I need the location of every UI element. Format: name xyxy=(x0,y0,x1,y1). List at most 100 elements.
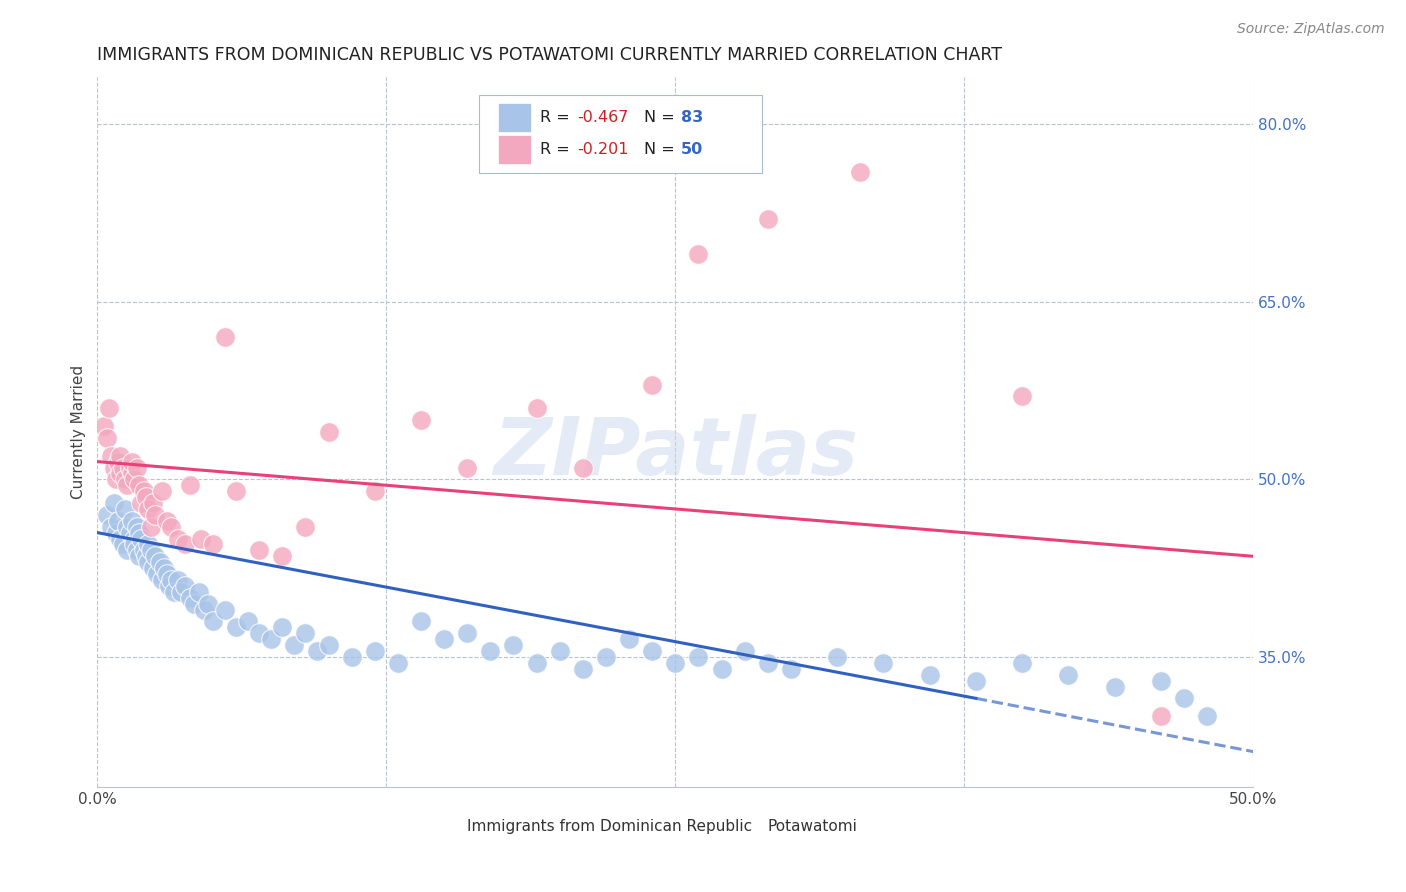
Point xyxy=(135,549,157,564)
Bar xyxy=(740,815,762,837)
Point xyxy=(104,525,127,540)
Point xyxy=(387,656,409,670)
Point xyxy=(104,472,127,486)
Point xyxy=(318,638,340,652)
Point xyxy=(1150,709,1173,723)
Bar xyxy=(439,815,461,837)
Point xyxy=(124,537,146,551)
Point xyxy=(96,508,118,522)
Point xyxy=(136,502,159,516)
Point xyxy=(225,484,247,499)
Point xyxy=(688,649,710,664)
Point xyxy=(456,460,478,475)
Point xyxy=(456,626,478,640)
Point xyxy=(872,656,894,670)
Point xyxy=(1011,389,1033,403)
Point xyxy=(247,626,270,640)
Text: Source: ZipAtlas.com: Source: ZipAtlas.com xyxy=(1237,22,1385,37)
Point xyxy=(110,467,132,481)
Point xyxy=(756,656,779,670)
Point xyxy=(214,602,236,616)
Text: R =: R = xyxy=(540,142,575,157)
Point xyxy=(117,543,139,558)
Point xyxy=(160,573,183,587)
Point xyxy=(129,532,152,546)
Point xyxy=(125,460,148,475)
Point xyxy=(1195,709,1218,723)
Point xyxy=(124,472,146,486)
Point xyxy=(664,656,686,670)
Point xyxy=(103,496,125,510)
Point xyxy=(617,632,640,647)
Point xyxy=(143,549,166,564)
Point xyxy=(143,508,166,522)
Point xyxy=(214,330,236,344)
Point xyxy=(1057,667,1080,681)
Point xyxy=(409,615,432,629)
Point xyxy=(139,543,162,558)
Point xyxy=(150,484,173,499)
FancyBboxPatch shape xyxy=(479,95,762,173)
Point xyxy=(502,638,524,652)
Text: N =: N = xyxy=(644,110,681,125)
Point xyxy=(641,644,664,658)
Point xyxy=(142,496,165,510)
Point xyxy=(364,644,387,658)
Text: 50: 50 xyxy=(681,142,703,157)
Point xyxy=(103,460,125,475)
Point xyxy=(201,615,224,629)
Text: Potawatomi: Potawatomi xyxy=(768,819,858,834)
Point xyxy=(128,525,150,540)
Point xyxy=(247,543,270,558)
Point xyxy=(305,644,328,658)
Point xyxy=(294,519,316,533)
Point xyxy=(756,211,779,226)
Text: IMMIGRANTS FROM DOMINICAN REPUBLIC VS POTAWATOMI CURRENTLY MARRIED CORRELATION C: IMMIGRANTS FROM DOMINICAN REPUBLIC VS PO… xyxy=(97,46,1002,64)
Point xyxy=(129,496,152,510)
Point xyxy=(121,514,143,528)
Point xyxy=(825,649,848,664)
Point xyxy=(107,454,129,468)
Point xyxy=(409,413,432,427)
Point xyxy=(283,638,305,652)
Point xyxy=(849,164,872,178)
Point xyxy=(197,597,219,611)
Point xyxy=(125,519,148,533)
Text: 83: 83 xyxy=(681,110,703,125)
Point xyxy=(117,519,139,533)
Point xyxy=(572,460,595,475)
Point xyxy=(780,662,803,676)
Point xyxy=(100,449,122,463)
Text: N =: N = xyxy=(644,142,681,157)
Point xyxy=(110,449,132,463)
Point xyxy=(128,549,150,564)
Point xyxy=(183,597,205,611)
Text: R =: R = xyxy=(540,110,575,125)
Point xyxy=(160,519,183,533)
Point xyxy=(156,514,179,528)
Point xyxy=(96,431,118,445)
Text: -0.467: -0.467 xyxy=(576,110,628,125)
Point xyxy=(114,472,136,486)
Point xyxy=(1104,680,1126,694)
Point xyxy=(318,425,340,439)
Point xyxy=(156,567,179,582)
Point xyxy=(107,514,129,528)
Point xyxy=(225,620,247,634)
Point xyxy=(125,543,148,558)
Point xyxy=(364,484,387,499)
Point xyxy=(572,662,595,676)
Point xyxy=(688,247,710,261)
Point xyxy=(132,543,155,558)
Point xyxy=(163,584,186,599)
Point xyxy=(190,532,212,546)
Point xyxy=(136,537,159,551)
Point xyxy=(142,561,165,575)
Point xyxy=(294,626,316,640)
Point xyxy=(710,662,733,676)
Point xyxy=(93,419,115,434)
Point xyxy=(118,460,141,475)
Point xyxy=(118,525,141,540)
Point xyxy=(641,377,664,392)
Point xyxy=(548,644,571,658)
